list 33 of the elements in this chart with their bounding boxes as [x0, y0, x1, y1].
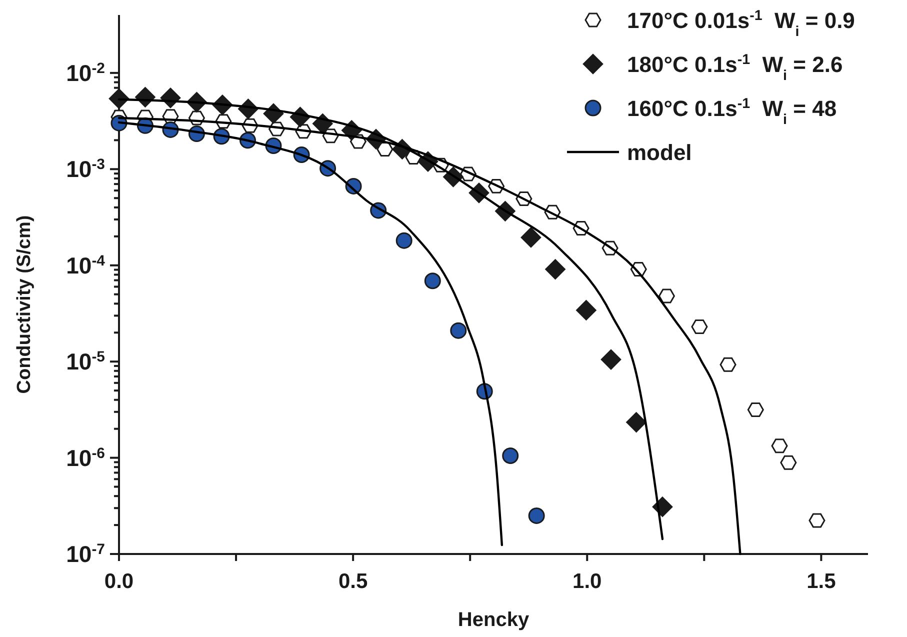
x-tick-label: 1.5: [806, 570, 836, 593]
point: [747, 402, 764, 417]
point: [576, 300, 596, 320]
legend-label: 170°C 0.01s$^{-1}$ W$_{i}$ = 0.9: [627, 8, 855, 40]
point: [720, 357, 736, 372]
point: [396, 232, 412, 249]
legend-label: 180°C 0.1s$^{-1}$ W$_{i}$ = 2.6: [627, 52, 843, 84]
point: [771, 438, 788, 454]
point: [808, 513, 826, 528]
y-tick-label: 10$^{-3}$: [66, 156, 105, 182]
y-tick-label: 10$^{-7}$: [66, 540, 105, 567]
y-tick-label: 10$^{-6}$: [66, 444, 105, 471]
y-tick-label: 10$^{-2}$: [66, 59, 105, 86]
point: [545, 259, 566, 280]
x-axis-title: Hencky: [458, 609, 530, 631]
point: [600, 349, 622, 370]
x-tick-label: 1.0: [572, 570, 602, 593]
point: [502, 448, 519, 464]
point: [450, 322, 467, 339]
point: [626, 412, 646, 432]
y-tick-label: 10$^{-4}$: [66, 252, 106, 278]
point: [528, 507, 545, 524]
point: [780, 455, 797, 470]
y-tick-label: 10$^{-5}$: [66, 348, 105, 375]
x-tick-label: 0.0: [104, 570, 134, 593]
point: [658, 288, 675, 304]
legend-label: model: [627, 140, 692, 165]
point: [691, 320, 708, 334]
point: [424, 272, 441, 290]
y-axis-title: Conductivity (S/cm): [14, 215, 35, 394]
x-tick-label: 0.5: [338, 570, 368, 593]
point: [520, 227, 542, 248]
legend-label: 160°C 0.1s$^{-1}$ W$_{i}$ = 48: [627, 96, 837, 128]
